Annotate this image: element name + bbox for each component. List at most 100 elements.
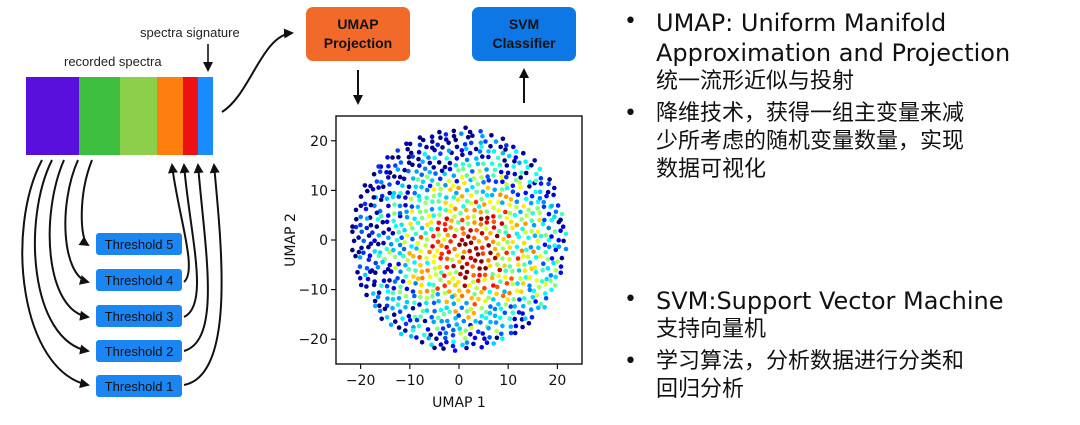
scatter-point: [526, 321, 532, 326]
scatter-point: [431, 193, 437, 199]
scatter-point: [429, 207, 435, 212]
scatter-point: [457, 259, 462, 265]
scatter-point: [395, 302, 401, 308]
bullet-line: Approximation and Projection: [656, 39, 1011, 67]
scatter-point: [382, 269, 388, 275]
recorded-spectra-bar: [26, 77, 213, 155]
scatter-point: [553, 209, 559, 215]
scatter-point: [467, 248, 473, 254]
scatter-point: [504, 281, 510, 286]
scatter-point: [480, 251, 486, 256]
scatter-point: [415, 177, 421, 182]
scatter-point: [400, 279, 406, 284]
scatter-point: [488, 231, 493, 236]
spectrum-band: [120, 77, 157, 155]
scatter-point: [406, 160, 412, 165]
scatter-point: [451, 173, 457, 178]
scatter-point: [401, 246, 407, 252]
scatter-point: [443, 182, 448, 188]
scatter-point: [533, 189, 538, 195]
scatter-point: [444, 305, 450, 311]
scatter-point: [513, 155, 519, 160]
scatter-point: [558, 270, 564, 276]
scatter-point: [384, 219, 390, 225]
scatter-point: [472, 258, 478, 263]
scatter-point: [529, 163, 534, 168]
scatter-point: [481, 180, 486, 185]
scatter-point: [368, 183, 373, 189]
scatter-point: [464, 308, 470, 314]
scatter-point: [479, 290, 484, 295]
scatter-point: [446, 289, 452, 294]
scatter-point: [429, 342, 434, 348]
scatter-point: [471, 279, 476, 285]
scatter-point: [412, 300, 417, 306]
scatter-point: [438, 277, 443, 283]
svm-classifier-box: SVM Classifier: [472, 7, 576, 61]
scatter-point: [499, 174, 505, 179]
scatter-point: [558, 264, 564, 269]
scatter-point: [435, 226, 441, 232]
scatter-point: [363, 206, 369, 212]
scatter-point: [418, 314, 423, 319]
threshold-box-bg: [96, 233, 182, 255]
scatter-point: [486, 326, 491, 331]
scatter-point: [489, 133, 494, 138]
scatter-point: [364, 225, 370, 231]
scatter-point: [403, 328, 408, 333]
scatter-point: [439, 243, 444, 248]
scatter-point: [367, 253, 373, 258]
scatter-point: [528, 200, 534, 206]
scatter-point: [464, 207, 469, 213]
scatter-point: [484, 167, 489, 172]
scatter-point: [535, 229, 541, 235]
scatter-point: [511, 297, 516, 302]
scatter-point: [413, 184, 419, 190]
scatter-point: [440, 326, 446, 331]
scatter-point: [459, 265, 465, 270]
scatter-point: [385, 289, 391, 294]
scatter-point: [496, 199, 501, 205]
scatter-point: [507, 290, 512, 296]
scatter-point: [424, 288, 430, 294]
scatter-point: [523, 170, 529, 176]
scatter-point: [553, 274, 558, 280]
bullet-line: SVM:Support Vector Machine: [656, 287, 1004, 315]
scatter-point: [472, 302, 478, 307]
scatter-point: [517, 180, 522, 185]
scatter-point: [545, 256, 551, 262]
scatter-point: [458, 210, 463, 216]
scatter-point: [519, 289, 524, 295]
scatter-point: [404, 209, 409, 215]
scatter-point: [525, 254, 531, 259]
scatter-point: [444, 265, 450, 270]
scatter-point: [552, 214, 557, 219]
scatter-point: [364, 292, 369, 298]
scatter-point: [503, 224, 508, 230]
scatter-point: [471, 341, 476, 347]
scatter-point: [381, 240, 386, 246]
scatter-point: [537, 196, 543, 201]
threshold-label: Threshold 1: [105, 379, 174, 394]
scatter-point: [417, 254, 422, 260]
scatter-point: [414, 169, 419, 174]
scatter-point: [391, 218, 396, 224]
scatter-point: [507, 256, 512, 262]
spectrum-to-umap-arrow: [221, 28, 294, 113]
scatter-point: [485, 174, 490, 179]
scatter-point: [422, 318, 428, 324]
scatter-point: [447, 166, 453, 172]
scatter-point: [390, 297, 396, 302]
scatter-point: [417, 197, 422, 203]
scatter-point: [432, 253, 437, 259]
scatter-point: [461, 231, 466, 236]
scatter-point: [523, 190, 528, 196]
scatter-point: [530, 211, 535, 216]
scatter-point: [397, 211, 403, 216]
scatter-point: [479, 197, 484, 202]
scatter-point: [553, 247, 559, 253]
scatter-point: [417, 209, 423, 215]
scatter-point: [423, 200, 428, 206]
scatter-point: [522, 296, 527, 301]
scatter-point: [487, 335, 492, 340]
